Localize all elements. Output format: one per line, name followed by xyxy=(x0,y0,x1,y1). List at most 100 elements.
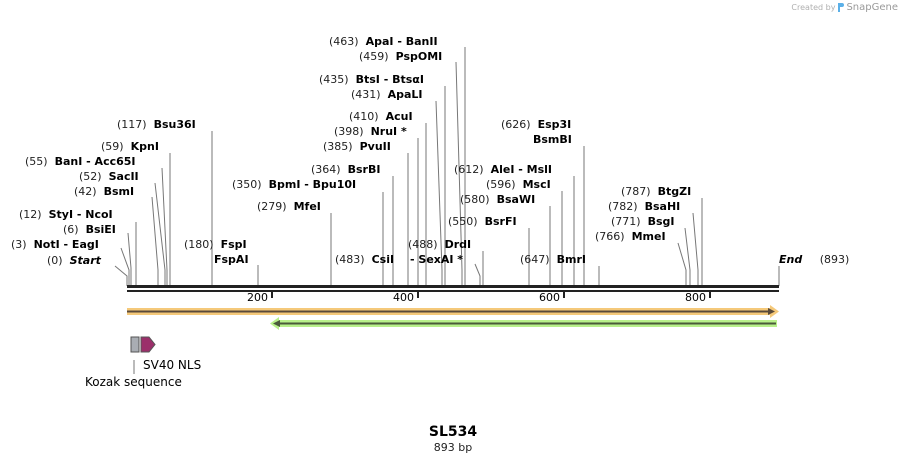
site-name: KpnI xyxy=(130,140,159,153)
site-label-bsu36i[interactable]: (117) Bsu36I xyxy=(117,118,196,131)
feature-label-sv40-nls[interactable]: SV40 NLS xyxy=(143,358,202,372)
site-position: (771) xyxy=(611,215,641,228)
site-label-nrui[interactable]: (398) NruI * xyxy=(334,125,407,138)
site-label-drdi[interactable]: (488) DrdI xyxy=(408,238,471,251)
site-position: (626) xyxy=(501,118,531,131)
snapgene-credit: Created by SnapGene xyxy=(791,2,898,13)
site-name: MscI xyxy=(522,178,551,191)
site-label-bsmbi[interactable]: BsmBI xyxy=(533,133,572,146)
site-label-bsrfi[interactable]: (550) BsrFI xyxy=(448,215,517,228)
site-position: (488) xyxy=(408,238,438,251)
site-position: (580) xyxy=(460,193,490,206)
site-name: BpmI - Bpu10I xyxy=(268,178,357,191)
site-name: End xyxy=(779,253,803,266)
site-position: (766) xyxy=(595,230,625,243)
site-name: ApaLI xyxy=(387,88,423,101)
site-label-bmri[interactable]: (647) BmrI xyxy=(520,253,586,266)
site-label-bsahi[interactable]: (782) BsaHI xyxy=(608,200,680,213)
site-position: (117) xyxy=(117,118,147,131)
site-name: CsiI xyxy=(371,253,395,266)
site-label-apali[interactable]: (431) ApaLI xyxy=(351,88,423,101)
site-name: SacII xyxy=(108,170,139,183)
site-name: AcuI xyxy=(385,110,413,123)
credit-brand: SnapGene xyxy=(846,2,898,13)
site-label-styi-ncoi[interactable]: (12) StyI - NcoI xyxy=(19,208,113,221)
site-name: BtsI - BtsαI xyxy=(355,73,424,86)
site-position: (52) xyxy=(79,170,102,183)
site-position: (385) xyxy=(323,140,353,153)
site-position: (459) xyxy=(359,50,389,63)
site-name: ApaI - BanII xyxy=(365,35,438,48)
site-position: (431) xyxy=(351,88,381,101)
site-position: (647) xyxy=(520,253,550,266)
sv40-nls-feature-arrow xyxy=(140,336,156,353)
site-position: (59) xyxy=(101,140,124,153)
site-name: BsgI xyxy=(647,215,675,228)
site-name: AleI - MslI xyxy=(490,163,553,176)
site-position: (398) xyxy=(334,125,364,138)
site-name: BsrBI xyxy=(347,163,381,176)
site-label-end[interactable]: End (893) xyxy=(779,253,849,266)
site-name: StyI - NcoI xyxy=(48,208,113,221)
site-position: (782) xyxy=(608,200,638,213)
site-name: DrdI xyxy=(444,238,472,251)
site-label-bsiei[interactable]: (6) BsiEI xyxy=(63,223,116,236)
site-name: BmrI xyxy=(556,253,586,266)
site-position: (893) xyxy=(819,253,850,266)
site-name: FspAI xyxy=(214,253,249,266)
ruler-tick-200: 200 xyxy=(247,291,268,304)
site-label-fspai[interactable]: FspAI xyxy=(214,253,249,266)
ruler-tick-600: 600 xyxy=(539,291,560,304)
site-label-msci[interactable]: (596) MscI xyxy=(486,178,551,191)
site-name: Bsu36I xyxy=(153,118,196,131)
site-position: (42) xyxy=(74,185,97,198)
site-position: (596) xyxy=(486,178,516,191)
site-label-csii[interactable]: (483) CsiI xyxy=(335,253,394,266)
site-position: (410) xyxy=(349,110,379,123)
site-label-pvuii[interactable]: (385) PvuII xyxy=(323,140,391,153)
site-position: (612) xyxy=(454,163,484,176)
site-name: BsaWI xyxy=(496,193,536,206)
site-position: (364) xyxy=(311,163,341,176)
site-position: (3) xyxy=(11,238,27,251)
site-label-mfei[interactable]: (279) MfeI xyxy=(257,200,321,213)
site-label-bani-acc65i[interactable]: (55) BanI - Acc65I xyxy=(25,155,136,168)
snapgene-logo-icon xyxy=(838,3,845,12)
site-label-acui[interactable]: (410) AcuI xyxy=(349,110,413,123)
site-position: (6) xyxy=(63,223,79,236)
site-label-bsgi[interactable]: (771) BsgI xyxy=(611,215,675,228)
site-label-bpmi-bpu10i[interactable]: (350) BpmI - Bpu10I xyxy=(232,178,356,191)
ruler-tick-800: 800 xyxy=(685,291,706,304)
cut-site-lines xyxy=(114,47,780,286)
site-label-sexai[interactable]: - SexAI * xyxy=(410,253,463,266)
site-label-btsi-btsai[interactable]: (435) BtsI - BtsαI xyxy=(319,73,424,86)
site-label-alei-msli[interactable]: (612) AleI - MslI xyxy=(454,163,552,176)
site-label-sacii[interactable]: (52) SacII xyxy=(79,170,139,183)
site-label-start[interactable]: (0) Start xyxy=(47,254,101,267)
site-name: MmeI xyxy=(631,230,666,243)
site-position: (483) xyxy=(335,253,365,266)
site-label-pspomi[interactable]: (459) PspOMI xyxy=(359,50,442,63)
site-label-fspi[interactable]: (180) FspI xyxy=(184,238,247,251)
site-position: (180) xyxy=(184,238,214,251)
site-label-bsrbi[interactable]: (364) BsrBI xyxy=(311,163,380,176)
site-label-kpni[interactable]: (59) KpnI xyxy=(101,140,159,153)
site-name: Start xyxy=(69,254,101,267)
site-name: - SexAI * xyxy=(410,253,464,266)
site-label-apai-banii[interactable]: (463) ApaI - BanII xyxy=(329,35,438,48)
site-label-mmei[interactable]: (766) MmeI xyxy=(595,230,666,243)
site-label-bsmi[interactable]: (42) BsmI xyxy=(74,185,134,198)
site-name: MfeI xyxy=(293,200,321,213)
credit-prefix: Created by xyxy=(791,3,836,12)
green-feature-arrow xyxy=(270,317,777,330)
feature-label-kozak[interactable]: Kozak sequence xyxy=(85,375,182,389)
ruler-ticks xyxy=(271,292,711,298)
site-label-esp3i[interactable]: (626) Esp3I xyxy=(501,118,571,131)
site-label-btgzi[interactable]: (787) BtgZI xyxy=(621,185,691,198)
site-position: (463) xyxy=(329,35,359,48)
site-label-bsawi[interactable]: (580) BsaWI xyxy=(460,193,535,206)
site-position: (550) xyxy=(448,215,478,228)
site-name: FspI xyxy=(220,238,247,251)
site-label-noti-eagi[interactable]: (3) NotI - EagI xyxy=(11,238,99,251)
